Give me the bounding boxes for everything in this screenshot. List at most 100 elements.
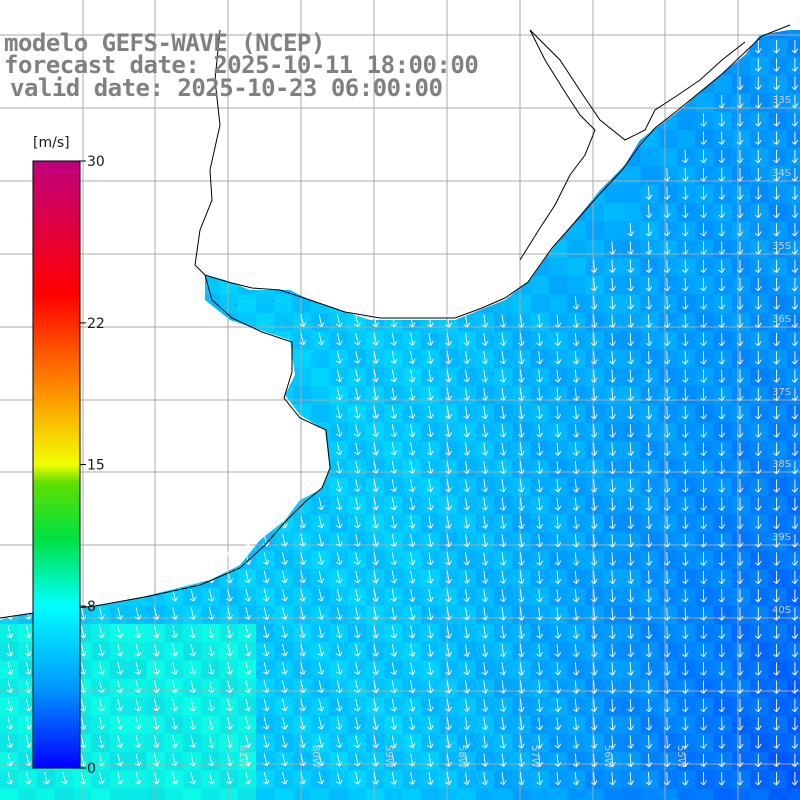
field-cell <box>732 386 751 405</box>
field-cell <box>292 349 312 369</box>
wind-arrow <box>499 662 507 676</box>
wind-arrow <box>791 241 799 255</box>
wind-arrow <box>463 424 471 438</box>
wind-arrow <box>445 680 452 694</box>
wind-arrow <box>518 570 525 584</box>
wind-arrow <box>518 351 525 365</box>
field-cell <box>658 386 678 405</box>
field-cell <box>695 221 715 241</box>
field-cell <box>603 770 623 790</box>
field-cell <box>585 294 605 314</box>
wind-arrow <box>499 570 507 584</box>
wind-arrow <box>554 662 562 676</box>
field-cell <box>786 184 800 204</box>
wind-arrow <box>755 223 762 237</box>
wind-arrow <box>773 204 780 219</box>
wind-arrow <box>627 607 635 621</box>
wind-arrow <box>755 497 762 511</box>
wind-vectors <box>6 40 799 786</box>
wind-arrow <box>755 259 762 273</box>
wind-arrow <box>408 552 416 566</box>
wind-arrow <box>98 680 105 693</box>
field-cell <box>658 422 678 442</box>
wind-arrow <box>408 643 416 657</box>
wind-arrow <box>554 771 562 786</box>
field-cell <box>603 623 623 643</box>
field-cell <box>768 495 788 515</box>
wind-arrow <box>572 534 580 548</box>
field-cell <box>567 514 587 533</box>
wind-arrow <box>718 680 726 694</box>
wind-arrow <box>718 369 726 383</box>
field-cell <box>384 788 404 800</box>
wind-arrow <box>663 735 671 749</box>
wind-arrow <box>682 479 689 493</box>
wind-arrow <box>335 424 343 437</box>
wind-arrow <box>773 772 780 786</box>
field-cell <box>512 294 532 314</box>
wind-arrow <box>226 735 233 748</box>
field-cell <box>677 569 696 588</box>
wind-arrow <box>645 552 653 566</box>
field-cell <box>549 312 568 332</box>
wind-arrow <box>663 442 671 456</box>
field-cell <box>750 184 770 204</box>
wind-arrow <box>390 351 398 364</box>
wind-arrow <box>134 662 142 675</box>
wind-arrow <box>299 662 307 675</box>
wind-arrow <box>682 222 689 237</box>
field-cell <box>201 276 221 295</box>
wind-arrow <box>390 680 398 694</box>
wind-arrow <box>718 753 726 768</box>
field-cell <box>677 239 696 259</box>
wind-arrow <box>226 753 233 767</box>
wind-arrow <box>791 223 799 237</box>
field-cell <box>695 697 715 716</box>
wind-arrow <box>445 643 452 657</box>
wind-arrow <box>536 534 543 548</box>
field-cell <box>640 788 660 800</box>
wind-arrow <box>700 424 707 438</box>
field-cell <box>530 276 550 295</box>
wind-arrow <box>518 332 525 346</box>
field-cell <box>750 166 770 186</box>
wind-arrow <box>663 222 671 237</box>
wind-arrow <box>427 717 434 730</box>
wind-arrow <box>6 771 14 785</box>
wind-arrow <box>463 588 471 602</box>
wind-arrow <box>755 515 762 530</box>
wind-arrow <box>645 515 653 530</box>
wind-arrow <box>189 662 197 675</box>
field-cell <box>603 331 623 350</box>
wind-arrow <box>335 735 343 748</box>
wind-arrow <box>153 643 160 657</box>
wind-arrow <box>317 643 325 657</box>
wind-arrow <box>718 113 726 127</box>
field-cell <box>585 587 605 607</box>
field-cell <box>695 660 715 680</box>
wind-arrow <box>61 771 69 785</box>
field-cell <box>512 312 532 332</box>
wind-arrow <box>518 717 525 731</box>
wind-arrow <box>244 735 252 748</box>
wind-arrow <box>189 716 197 730</box>
wind-arrow <box>609 387 616 401</box>
field-cell <box>713 788 733 800</box>
wind-arrow <box>463 662 471 676</box>
wind-arrow <box>299 332 307 346</box>
field-cell <box>768 148 788 167</box>
field-cell <box>768 331 788 350</box>
wind-arrow <box>645 204 653 219</box>
wind-arrow <box>6 735 14 748</box>
wind-arrow <box>590 680 598 694</box>
wind-arrow <box>773 625 780 639</box>
field-cell <box>750 788 770 800</box>
wind-arrow <box>718 314 726 328</box>
field-cell <box>658 678 678 698</box>
wind-arrow <box>736 460 744 475</box>
lat-label: 40S <box>772 605 791 616</box>
field-cell <box>640 367 660 387</box>
field-cell <box>713 404 733 424</box>
field-cell <box>677 642 696 661</box>
field-cell <box>640 312 660 332</box>
